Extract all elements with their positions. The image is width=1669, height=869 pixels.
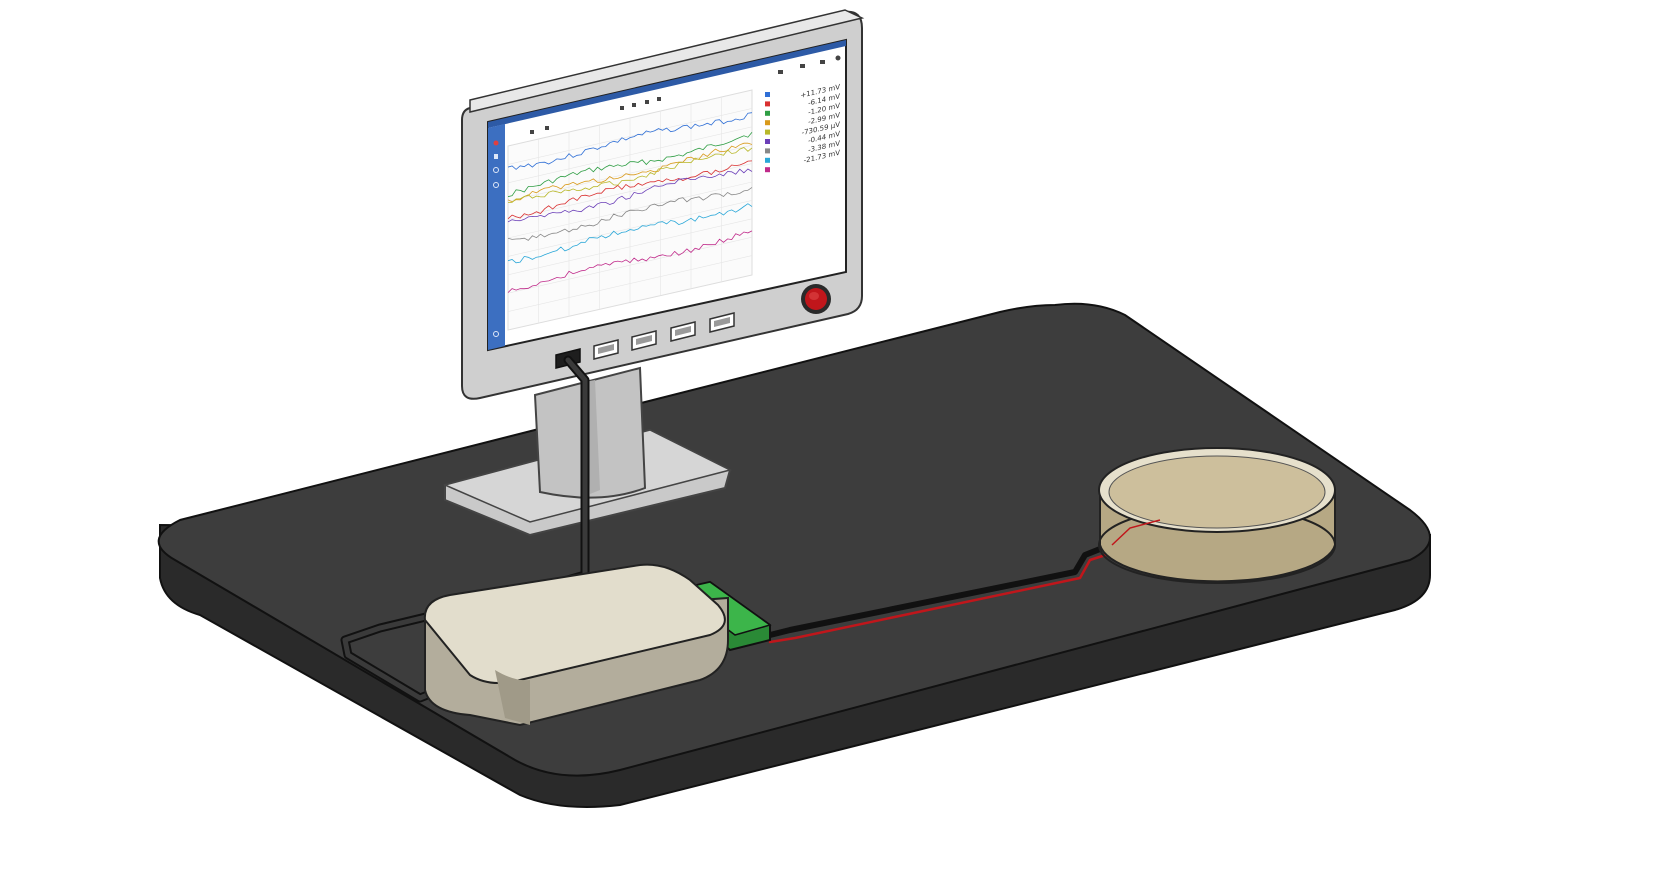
help-icon[interactable]: [493, 182, 499, 188]
plot-gridline: [507, 255, 753, 312]
channel-checkbox[interactable]: [765, 129, 770, 135]
signal-trace: [507, 168, 753, 223]
plot-gridline: [507, 108, 753, 165]
channel-checkbox[interactable]: [765, 148, 770, 154]
app-nav-rail: [488, 124, 505, 350]
electrode-cable-red: [768, 550, 1117, 644]
plot-gridline: [507, 200, 753, 257]
add-channel-icon[interactable]: [530, 130, 534, 134]
channel-checkbox[interactable]: [765, 139, 770, 144]
signal-trace: [507, 187, 753, 241]
signal-trace: [507, 131, 753, 198]
channel-checkbox[interactable]: [765, 92, 770, 97]
power-button[interactable]: [801, 284, 831, 314]
plot-gridline: [507, 163, 753, 220]
electrode-cable-dark: [767, 542, 1113, 638]
file-icon[interactable]: [494, 154, 498, 159]
plot-gridline: [507, 218, 753, 276]
monitor: +11.73 mV-6.14 mV-1.20 mV-2.99 mV-730.59…: [461, 9, 865, 400]
signal-trace: [507, 203, 753, 264]
channel-checkbox[interactable]: [765, 157, 770, 163]
signal-trace: [507, 160, 753, 220]
axis-icon[interactable]: [545, 126, 549, 130]
usb-port-2[interactable]: [631, 330, 657, 351]
signal-trace: [507, 230, 753, 293]
app-toolbar: [530, 55, 841, 134]
usb-port-1[interactable]: [593, 339, 619, 360]
channel-checkbox[interactable]: [765, 110, 770, 116]
pause-icon[interactable]: [620, 106, 624, 110]
export-icon[interactable]: [657, 97, 661, 101]
signal-trace: [507, 142, 753, 203]
petri-dish: [1098, 447, 1336, 584]
amplifier-enclosure: [423, 563, 729, 727]
gear-icon[interactable]: [493, 167, 499, 173]
usb-port-4[interactable]: [709, 312, 735, 333]
usb-port-3[interactable]: [670, 321, 696, 342]
electrode-tip: [1111, 519, 1161, 546]
usb-ports: [555, 312, 735, 369]
app-title-bar: [488, 40, 846, 128]
channel-checkbox[interactable]: [765, 101, 770, 107]
channel-checkbox[interactable]: [765, 167, 770, 173]
signal-trace: [507, 112, 753, 170]
record-icon[interactable]: [493, 140, 499, 146]
calendar-icon[interactable]: [778, 70, 783, 74]
plot-gridline: [507, 236, 753, 294]
monitor-icon[interactable]: [820, 60, 825, 64]
info-icon[interactable]: [835, 55, 841, 61]
marker-icon[interactable]: [632, 103, 636, 107]
plot-gridline: [507, 126, 753, 184]
plot-gridline: [507, 144, 753, 202]
signal-plot: [507, 89, 753, 331]
monitor-screen: +11.73 mV-6.14 mV-1.20 mV-2.99 mV-730.59…: [487, 38, 847, 352]
save-icon[interactable]: [645, 100, 649, 104]
settings-bottom-icon[interactable]: [493, 331, 499, 337]
dish-liquid: [1108, 455, 1326, 529]
signal-trace: [507, 147, 753, 203]
channel-checkbox[interactable]: [765, 120, 770, 126]
device-icon[interactable]: [800, 64, 805, 68]
